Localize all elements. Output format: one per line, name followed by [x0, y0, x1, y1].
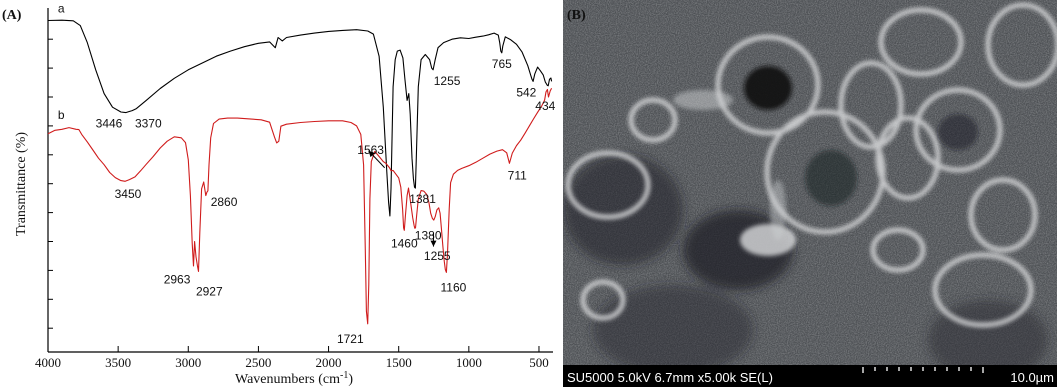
sem-micrograph: SU5000 5.0kV 6.7mm x5.00k SE(L) 10.0µm (…	[563, 0, 1057, 387]
peak-label-1721: 1721	[337, 332, 364, 346]
peak-label-3446: 3446	[96, 117, 123, 131]
series-label-b: b	[58, 108, 65, 122]
peak-label-2963: 2963	[164, 272, 191, 286]
ftir-chart: (A) 4000 3500 3000 2500 2000 1500 1000 500 a b 34…	[2, 2, 556, 387]
peak-label-3370: 3370	[135, 117, 162, 131]
sem-scale-ruler	[862, 367, 984, 373]
x-tick-label-1: 3500	[105, 355, 131, 370]
peak-label-2927: 2927	[196, 285, 223, 299]
peak-label-542: 542	[516, 85, 536, 99]
x-tick-label-6: 1000	[456, 355, 482, 370]
sem-scale-label: 10.0µm	[1010, 370, 1054, 385]
y-axis-label: Transmittance (%)	[14, 132, 29, 236]
x-tick-label-0: 4000	[35, 355, 61, 370]
series-layer	[47, 19, 553, 325]
series-a-line	[47, 19, 553, 217]
peak-label-1563: 1563	[357, 143, 384, 157]
sem-image-panel: SU5000 5.0kV 6.7mm x5.00k SE(L) 10.0µm (…	[563, 0, 1057, 387]
peak-label-765: 765	[492, 57, 512, 71]
peak-label-1381: 1381	[409, 192, 436, 206]
x-axis-label: Wavenumbers (cm-1)	[235, 370, 353, 387]
x-tick-label-3: 2500	[245, 355, 271, 370]
peak-label-434: 434	[535, 99, 555, 113]
sem-pore-holes	[744, 66, 978, 206]
ftir-chart-panel: (A) 4000 3500 3000 2500 2000 1500 1000 500 a b 34…	[2, 2, 556, 387]
panel-b-label: (B)	[567, 8, 586, 23]
series-b-line	[47, 87, 553, 325]
annotation-arrowhead-1	[430, 240, 437, 247]
sem-info-text: SU5000 5.0kV 6.7mm x5.00k SE(L)	[567, 370, 773, 385]
peak-label-1160: 1160	[440, 280, 466, 294]
sem-pores	[565, 2, 1057, 328]
peak-label-1255: 1255	[424, 249, 451, 263]
x-tick-label-2: 3000	[175, 355, 201, 370]
series-label-a: a	[58, 2, 65, 16]
x-tick-label-4: 2000	[316, 355, 342, 370]
peak-label-1255: 1255	[434, 74, 461, 88]
peak-label-711: 711	[508, 169, 527, 183]
sem-dark-regions	[563, 155, 1048, 380]
peak-label-3450: 3450	[115, 187, 142, 201]
peak-label-1380: 1380	[415, 228, 442, 242]
x-tick-label-5: 1500	[386, 355, 412, 370]
x-tick-label-7: 500	[529, 355, 549, 370]
panel-a-label: (A)	[2, 8, 22, 23]
sem-info-bar	[563, 365, 1057, 387]
peak-label-2860: 2860	[211, 195, 238, 209]
peak-label-1460: 1460	[391, 237, 418, 251]
annotation-arrowhead-0	[368, 150, 375, 158]
axes: 4000 3500 3000 2500 2000 1500 1000 500	[35, 8, 553, 370]
sem-bright-clumps	[673, 90, 796, 256]
